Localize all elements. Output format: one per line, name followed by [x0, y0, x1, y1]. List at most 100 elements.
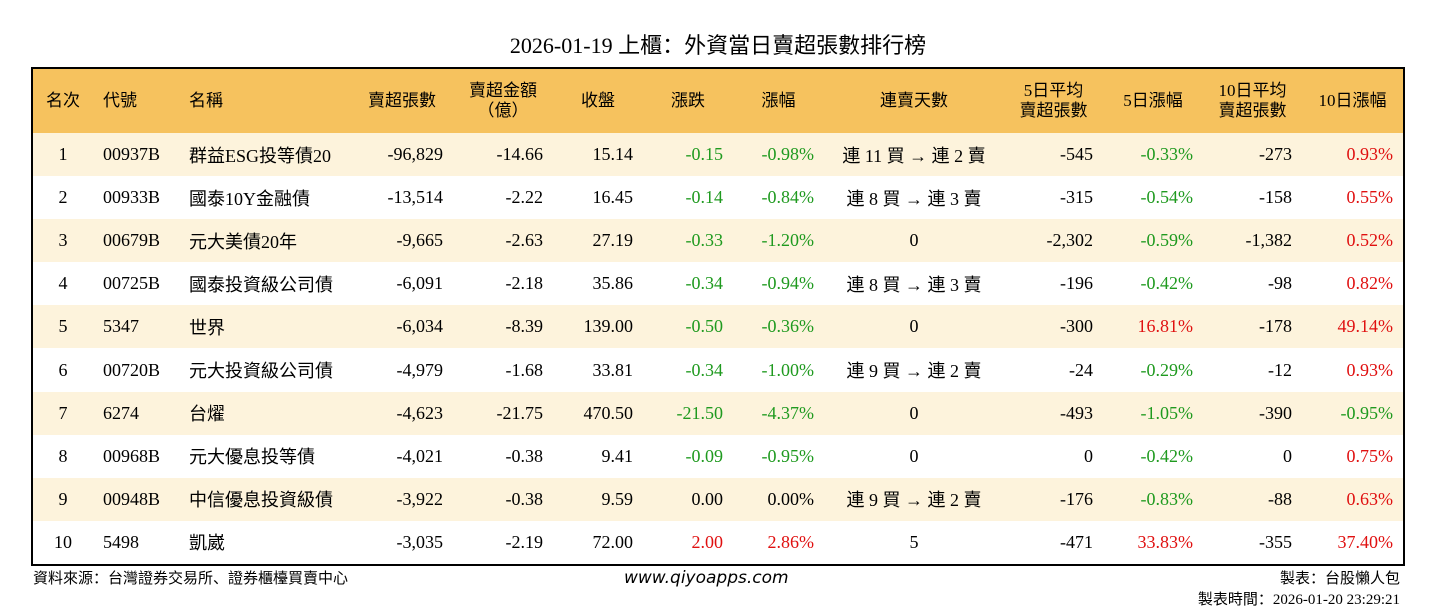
table-cell: -178 — [1203, 305, 1302, 349]
table-cell: -96,829 — [351, 133, 453, 177]
table-cell: 連 11 買 → 連 2 賣 — [824, 133, 1004, 177]
column-header: 5日漲幅 — [1103, 68, 1203, 133]
table-cell: 10 — [54, 531, 72, 552]
table-cell: 35.86 — [592, 273, 634, 294]
column-header: 賣超金額 （億） — [453, 68, 553, 133]
table-cell: -88 — [1203, 477, 1302, 521]
table-cell: 9.59 — [553, 477, 643, 521]
table-cell: -0.95% — [1302, 391, 1404, 435]
table-cell: 中信優息投資級債 — [179, 477, 351, 521]
table-cell: 世界 — [179, 305, 351, 349]
table-cell: -1.20% — [733, 219, 824, 263]
table-cell: 00720B — [103, 359, 161, 380]
table-cell: -13,514 — [387, 187, 444, 208]
column-header: 5日平均 賣超張數 — [1004, 68, 1103, 133]
table-row: 10 5498 凱崴 -3,035 -2.19 72.00 2.00 2.86% 5 -471 33… — [32, 521, 1404, 565]
table-cell: -545 — [1004, 133, 1103, 177]
table-cell: -14.66 — [453, 133, 553, 177]
table-cell: 連 8 買 → 連 3 賣 — [846, 188, 982, 209]
table-cell: 00937B — [93, 133, 179, 177]
column-header: 收盤 — [553, 68, 643, 133]
column-header: 漲幅 — [733, 68, 824, 133]
table-cell: 33.83% — [1137, 531, 1194, 552]
table-cell: -24 — [1069, 359, 1093, 380]
table-cell: 72.00 — [592, 531, 634, 552]
table-cell: -0.33% — [1103, 133, 1203, 177]
table-cell: 元大投資級公司債 — [189, 361, 333, 382]
table-cell: -0.98% — [733, 133, 824, 177]
table-cell: -12 — [1268, 359, 1292, 380]
table-cell: 4 — [58, 273, 68, 294]
table-cell: 台燿 — [179, 391, 351, 435]
table-cell: 2 — [58, 187, 68, 208]
table-cell: -0.59% — [1103, 219, 1203, 263]
table-cell: -0.50 — [643, 305, 733, 349]
table-cell: -98 — [1268, 273, 1292, 294]
table-cell: -0.36% — [733, 305, 824, 349]
table-cell: 00725B — [103, 273, 161, 294]
table-cell: -1,382 — [1203, 219, 1302, 263]
table-row: 8 00968B 元大優息投等債 -4,021 -0.38 9.41 -0.09 -0.95%… — [32, 435, 1404, 478]
time: 製表時間：2026-01-20 23:29:21 — [1197, 592, 1400, 608]
table-cell: 33.81 — [592, 359, 634, 380]
table-row: 1 00937B 群益ESG投等債20 -96,829 -14.66 15.14 -0.15… — [32, 133, 1404, 177]
table-cell: 27.19 — [553, 219, 643, 263]
column-header: 10日平均 賣超張數 — [1203, 68, 1302, 133]
table-row: 4 00725B 國泰投資級公司債 -6,091 -2.18 35.86 -0.34 -0.9… — [32, 262, 1404, 305]
table-cell: 5 — [909, 531, 919, 552]
table-cell: -273 — [1203, 133, 1302, 177]
table-cell: -2.22 — [505, 187, 544, 208]
table-cell: 15.14 — [553, 133, 643, 177]
table-cell: -2.19 — [505, 531, 544, 552]
table-row: 6 00720B 元大投資級公司債 -4,979 -1.68 33.81 -0.34 -1.0… — [32, 348, 1404, 391]
table-cell: -0.34 — [685, 273, 724, 294]
table-cell: -0.84% — [761, 187, 815, 208]
table-cell: 元大優息投等債 — [189, 447, 315, 468]
table-cell: 連 9 買 → 連 2 賣 — [846, 361, 982, 382]
table-cell: 元大美債20年 — [179, 219, 351, 263]
table-cell: 6 — [58, 359, 68, 380]
table-cell: 0.55% — [1346, 187, 1394, 208]
table-cell: 連 8 買 → 連 3 賣 — [846, 274, 982, 295]
table-cell: 8 — [58, 445, 68, 466]
table-cell: 1 — [32, 133, 93, 177]
table-cell: 9 — [32, 477, 93, 521]
table-cell: 2.86% — [767, 531, 815, 552]
table-cell: -6,091 — [396, 273, 444, 294]
table-cell: -0.14 — [685, 187, 724, 208]
table-cell: -2.18 — [505, 273, 544, 294]
table-cell: 2.00 — [691, 531, 724, 552]
table-cell: 連 9 買 → 連 2 賣 — [824, 477, 1004, 521]
table-cell: 16.81% — [1103, 305, 1203, 349]
table-cell: -0.29% — [1140, 359, 1194, 380]
table-cell: 00679B — [93, 219, 179, 263]
table-row: 3 00679B 元大美債20年 -9,665 -2.63 27.19 -0.33 -1.20… — [32, 219, 1404, 263]
table-cell: -0.42% — [1140, 445, 1194, 466]
column-header: 10日漲幅 — [1302, 68, 1404, 133]
table-cell: 5 — [32, 305, 93, 349]
table-row: 9 00948B 中信優息投資級債 -3,922 -0.38 9.59 0.00 0.00% 連… — [32, 477, 1404, 521]
column-header: 漲跌 — [643, 68, 733, 133]
table-cell: -4,979 — [396, 359, 444, 380]
table-cell: -0.38 — [505, 445, 544, 466]
table-cell: 5347 — [93, 305, 179, 349]
table-cell: 0.00 — [643, 477, 733, 521]
title: 2026-01-19 上櫃：外資當日賣超張數排行榜 — [509, 33, 927, 58]
table-cell: -2.63 — [453, 219, 553, 263]
table-cell: -21.75 — [453, 391, 553, 435]
table-cell: 5498 — [103, 531, 139, 552]
table-cell: 0 — [824, 391, 1004, 435]
table-cell: 0 — [1283, 445, 1292, 466]
table-row: 7 6274 台燿 -4,623 -21.75 470.50 -21.50 -4.37% 0 -4… — [32, 391, 1404, 435]
table-cell: 0.00% — [733, 477, 824, 521]
table-cell: -0.83% — [1103, 477, 1203, 521]
website: www.qiyoapps.com — [624, 568, 789, 588]
ranking-table: 名次 代號 名稱 賣超張數 賣超金額 （億） 收盤 漲跌 漲幅 連賣天數 5日平均 賣超張數 5日漲… — [31, 67, 1405, 566]
table-cell: -0.09 — [685, 445, 724, 466]
table-cell: -315 — [1060, 187, 1093, 208]
table-cell: -471 — [1060, 531, 1093, 552]
table-row: 2 00933B 國泰10Y金融債 -13,514 -2.22 16.45 -0.14 -0.… — [32, 176, 1404, 219]
table-row: 5 5347 世界 -6,034 -8.39 139.00 -0.50 -0.36% 0 -300… — [32, 305, 1404, 349]
table-cell: 群益ESG投等債20 — [179, 133, 351, 177]
table-cell: -4,021 — [396, 445, 444, 466]
